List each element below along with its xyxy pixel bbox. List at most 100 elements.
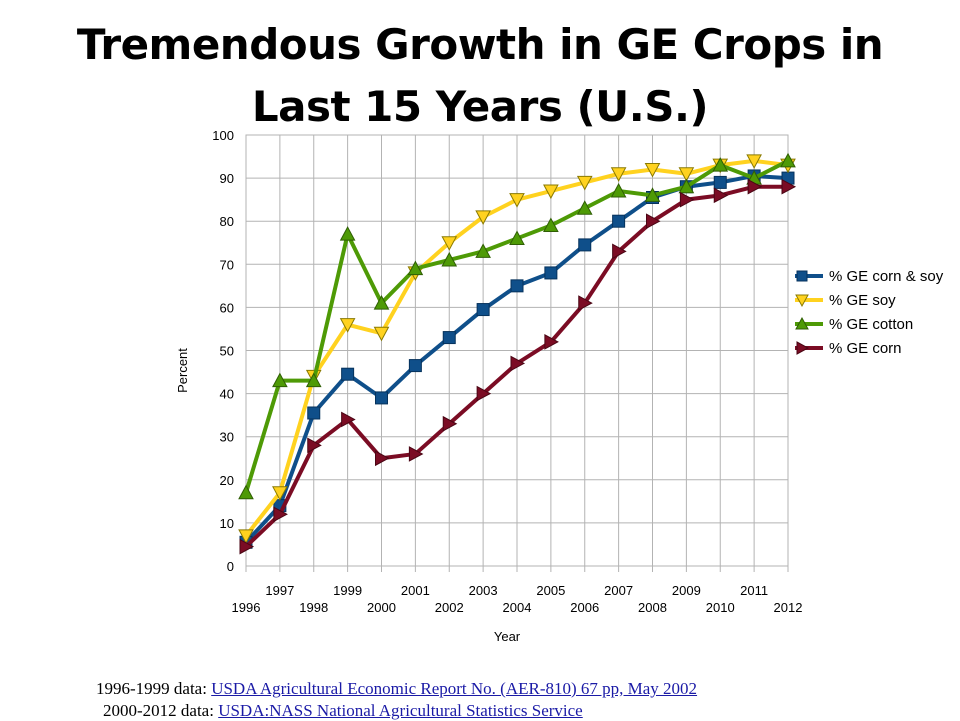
data-point <box>644 187 661 202</box>
series-3 <box>239 178 797 555</box>
data-point <box>713 175 727 189</box>
y-tick-label: 40 <box>220 387 234 402</box>
data-point <box>510 279 524 293</box>
data-point <box>612 214 626 228</box>
x-tick-label: 2000 <box>367 600 396 615</box>
x-tick-label: 1996 <box>232 600 261 615</box>
series-0 <box>239 169 795 549</box>
data-point <box>713 187 729 204</box>
y-tick-label: 60 <box>220 300 234 315</box>
data-point <box>509 193 525 208</box>
x-tick-label: 2011 <box>740 583 768 598</box>
x-tick-label: 1997 <box>265 583 294 598</box>
data-point <box>307 437 322 454</box>
data-point <box>272 372 288 388</box>
y-tick-label: 50 <box>220 344 234 359</box>
data-point <box>442 331 456 345</box>
x-tick-label: 2004 <box>503 600 532 615</box>
data-point <box>610 167 627 182</box>
y-tick-label: 0 <box>227 559 234 574</box>
x-tick-label: 2007 <box>604 583 633 598</box>
data-point <box>476 303 490 317</box>
legend-label: % GE soy <box>829 292 896 309</box>
slide-title-line-2: Last 15 Years (U.S.) <box>251 82 709 131</box>
data-point <box>441 236 458 251</box>
data-point <box>373 326 390 342</box>
data-point <box>238 484 254 500</box>
data-point <box>746 154 762 169</box>
data-point <box>543 184 559 200</box>
slide-title-line-1: Tremendous Growth in GE Crops in <box>76 20 884 69</box>
source-note-1: 1996-1999 data: USDA Agricultural Econom… <box>96 679 697 699</box>
data-point <box>307 406 321 420</box>
slide-title: Tremendous Growth in GE Crops in Last 15… <box>0 14 960 138</box>
data-point <box>375 450 390 467</box>
chart-series <box>238 152 797 555</box>
legend-marker <box>796 341 810 355</box>
data-point <box>543 217 559 233</box>
x-tick-label: 2009 <box>672 583 701 598</box>
data-point <box>578 295 593 311</box>
x-tick-label: 2012 <box>774 600 803 615</box>
source-2-link[interactable]: USDA:NASS National Agricultural Statisti… <box>218 701 583 720</box>
x-tick-label: 2001 <box>401 583 430 598</box>
legend-item: % GE corn <box>795 340 902 357</box>
x-tick-label: 2008 <box>638 600 667 615</box>
data-point <box>476 385 492 402</box>
y-tick-label: 70 <box>220 257 234 272</box>
legend-marker <box>795 316 809 330</box>
data-point <box>442 415 458 432</box>
data-point <box>544 266 558 280</box>
y-tick-label: 100 <box>212 128 234 143</box>
data-point <box>578 238 592 252</box>
chart-legend: % GE corn & soy % GE soy % GE cotton % GE c… <box>795 268 944 357</box>
data-point <box>375 391 388 405</box>
legend-item: % GE cotton <box>795 316 913 333</box>
data-point <box>408 446 424 462</box>
data-point <box>610 182 627 198</box>
source-1-prefix: 1996-1999 data: <box>96 679 212 698</box>
source-2-prefix: 2000-2012 data: <box>103 701 219 720</box>
data-point <box>780 152 796 168</box>
data-point <box>273 506 288 523</box>
data-point <box>475 243 491 258</box>
data-point <box>747 178 763 195</box>
x-tick-label: 2010 <box>706 600 735 615</box>
source-1-link[interactable]: USDA Agricultural Economic Report No. (A… <box>211 679 698 698</box>
data-point <box>339 226 356 241</box>
x-tick-label: 2003 <box>469 583 498 598</box>
data-point <box>576 175 593 191</box>
data-point <box>238 529 254 544</box>
data-point <box>679 191 695 208</box>
data-point <box>341 367 355 381</box>
data-point <box>646 213 661 230</box>
data-point <box>373 295 390 310</box>
data-point <box>678 178 695 194</box>
x-tick-label: 2002 <box>435 600 464 615</box>
data-point <box>407 260 424 276</box>
x-tick-label: 2006 <box>570 600 599 615</box>
data-point <box>339 318 356 333</box>
y-tick-label: 90 <box>220 171 234 186</box>
data-point <box>341 411 356 428</box>
y-tick-label: 80 <box>220 214 234 229</box>
y-tick-label: 10 <box>220 516 234 531</box>
legend-item: % GE soy <box>795 292 896 309</box>
y-tick-label: 20 <box>220 473 234 488</box>
data-point <box>712 157 729 172</box>
data-point <box>510 355 526 372</box>
x-tick-label: 1998 <box>299 600 328 615</box>
x-axis-ticks: 1996 1997 1998 1999 2000 2001 2002 2003 2004 2005… <box>232 566 803 615</box>
source-note-2: 2000-2012 data: USDA:NASS National Agric… <box>103 701 583 721</box>
x-tick-label: 2005 <box>536 583 565 598</box>
data-point <box>576 200 593 215</box>
data-point <box>239 538 255 555</box>
legend-item: % GE corn & soy <box>795 268 944 285</box>
data-point <box>612 243 627 260</box>
data-point <box>644 162 661 178</box>
y-axis-ticks: 0 10 20 30 40 50 60 70 80 90 100 <box>212 128 234 574</box>
y-tick-label: 30 <box>220 430 234 445</box>
legend-label: % GE corn & soy <box>829 268 944 285</box>
data-point <box>475 210 491 225</box>
